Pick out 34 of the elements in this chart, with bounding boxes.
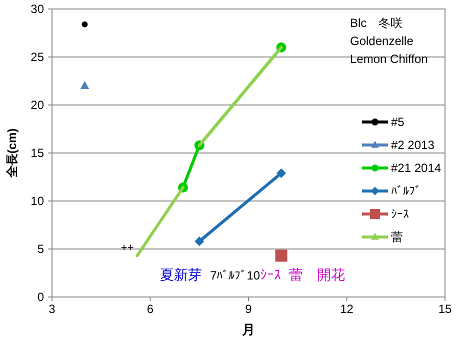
point (276, 168, 286, 178)
legend-label: ｼｰｽ (391, 207, 409, 222)
annotation: 7ﾊﾞﾙﾌﾞ (210, 268, 247, 283)
x-tick-label: 6 (146, 302, 154, 316)
annotation: 10 (246, 268, 260, 283)
annotation: ｼｰｽ (260, 266, 282, 283)
annotation: 夏新芽 (160, 266, 202, 283)
x-axis-title: 月 (241, 322, 255, 337)
annotation: Blc 冬咲 (350, 16, 403, 30)
point (275, 250, 288, 262)
x-tick-label: 12 (340, 302, 354, 316)
y-tick-label: 15 (30, 146, 44, 160)
legend-label: 蕾 (391, 230, 403, 244)
point (194, 236, 204, 246)
point (80, 81, 90, 89)
legend-label: ﾊﾞﾙﾌﾞ (391, 184, 421, 198)
x-tick-label: 3 (48, 302, 56, 316)
x-tick-label: 9 (245, 302, 252, 316)
y-tick-label: 0 (37, 290, 44, 304)
annotation: ++ (120, 242, 134, 254)
point (82, 21, 88, 28)
y-tick-label: 10 (30, 194, 44, 208)
y-tick-label: 5 (37, 242, 44, 256)
y-tick-label: 25 (30, 50, 44, 64)
y-tick-label: 20 (30, 98, 44, 112)
legend-label: #21 2014 (391, 161, 442, 176)
y-axis-title: 全長(cm) (5, 128, 19, 179)
annotation: Lemon Chiffon (350, 52, 428, 66)
annotation: 蕾 開花 (289, 266, 346, 283)
x-tick-label: 15 (438, 302, 452, 316)
y-tick-label: 30 (30, 2, 44, 16)
legend-label: #2 2013 (391, 138, 435, 152)
legend-label: #5 (391, 115, 405, 130)
annotation: Goldenzelle (350, 34, 414, 48)
